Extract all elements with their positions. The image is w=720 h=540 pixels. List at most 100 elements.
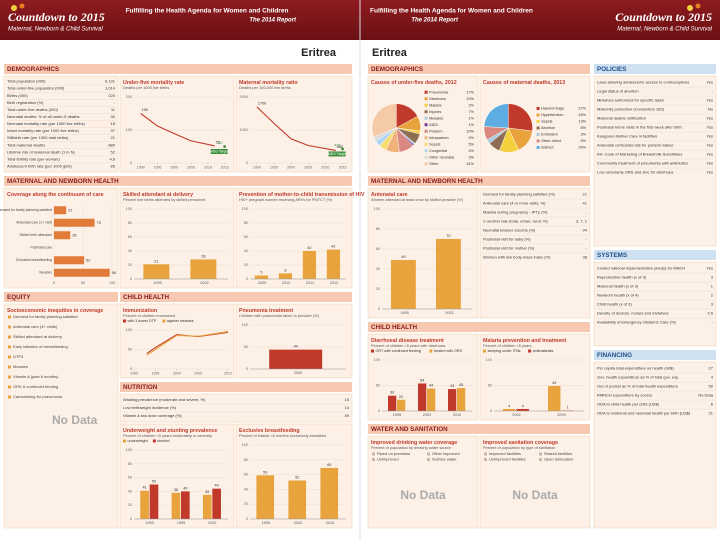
section-heading: NUTRITION	[123, 384, 158, 391]
bar	[436, 239, 461, 309]
bar-value-label: 42	[331, 245, 335, 249]
row-label: Total maternal deaths	[7, 142, 45, 147]
row-value: 6	[711, 402, 714, 407]
bar-value-label: 5	[260, 271, 262, 275]
bar-value-label: 43	[450, 384, 454, 388]
row-value: 14	[345, 405, 350, 410]
bar-value-label: 28	[201, 254, 205, 258]
y-tick-label: 100	[374, 358, 380, 362]
section-heading: EQUITY	[7, 294, 31, 301]
legend-label: Preterm	[429, 129, 443, 133]
legend-swatch	[424, 149, 428, 153]
x-tick-label: 2015	[221, 165, 229, 169]
item-label: Shared facilities	[544, 451, 572, 456]
y-tick-label: 100	[242, 207, 248, 211]
country-name: Eritrea	[301, 47, 337, 59]
y-tick-label: 80	[376, 227, 380, 231]
y-tick-label: 40	[244, 249, 248, 253]
row-value: -	[586, 237, 588, 242]
x-tick-label: 2010	[326, 521, 334, 525]
panel	[367, 435, 479, 529]
y-tick-label: 20	[244, 502, 248, 506]
y-tick-label: 0	[130, 277, 132, 281]
panel	[3, 303, 119, 529]
y-tick-label: 0	[246, 517, 248, 521]
bar	[320, 467, 339, 519]
y-tick-label: 50	[128, 348, 132, 352]
section-heading-bar	[4, 64, 352, 74]
section-heading-bar	[120, 382, 352, 392]
bar	[427, 388, 436, 411]
section-heading: CHILD HEALTH	[371, 324, 418, 331]
panel-subtitle: Percent of population by drinking water …	[371, 445, 451, 450]
row-label: Postnatal visit for mother (%)	[483, 246, 535, 251]
legend-swatch	[8, 385, 11, 389]
x-tick-label: 1995	[270, 165, 278, 169]
legend-swatch	[8, 365, 11, 369]
row-value: 220	[108, 93, 115, 98]
x-tick-label: 2012	[330, 281, 338, 285]
y-tick-label: 60	[244, 235, 248, 239]
x-tick-label: 2012	[224, 371, 232, 375]
bar	[397, 399, 406, 411]
panel-subtitle: Percent of population by type of sanitat…	[483, 445, 555, 450]
section-heading-bar	[594, 350, 716, 360]
bar-value-label: 21	[154, 259, 158, 263]
bar	[457, 388, 466, 411]
bar	[503, 408, 516, 411]
y-tick-label: 40	[128, 489, 132, 493]
x-tick-label: 2002	[208, 521, 216, 525]
bar	[54, 206, 67, 215]
x-tick-label: 2010	[204, 165, 212, 169]
bar-value-label: 30	[390, 391, 394, 395]
legend-label: Abortion	[541, 126, 555, 130]
y-tick-label: 60	[128, 476, 132, 480]
no-data-note: No Data	[400, 488, 446, 502]
legend-label: Diarrhoea	[429, 97, 447, 101]
row-value: 4.8	[109, 156, 115, 161]
item-label: Unimproved	[377, 457, 399, 462]
row-label: Out of pocket as % of total health expen…	[597, 384, 679, 389]
y-tick-label: 50	[376, 384, 380, 388]
row-label: Availability of Emergency Obstetric Care…	[597, 320, 677, 325]
x-tick-label: 2009	[557, 413, 565, 417]
x-tick-label: 1995	[400, 311, 408, 315]
item-label: Piped on premises	[377, 451, 410, 456]
panel-title: Malaria prevention and treatment	[483, 338, 567, 344]
y-tick-label: 80	[244, 221, 248, 225]
y-tick-label: 60	[128, 235, 132, 239]
item-label: DTP3	[13, 354, 24, 359]
x-tick-label: 2005	[194, 371, 202, 375]
bar-value-label: 22	[399, 395, 403, 399]
panel-subtitle: Percent of children <5 years with diarrh…	[371, 343, 446, 348]
x-tick-label: 1990	[130, 371, 138, 375]
legend-swatch	[536, 120, 540, 123]
point-value-label: 1700	[258, 101, 266, 105]
row-label: Antenatal corticosteroids for preterm la…	[597, 143, 674, 148]
item-label: Demand for family planning satisfied	[13, 314, 77, 319]
section-heading: SYSTEMS	[597, 252, 627, 259]
y-tick-label: 100	[126, 207, 132, 211]
target-box	[210, 149, 228, 154]
legend-value: 1%	[469, 116, 475, 120]
panel-title: Maternal mortality ratio	[239, 80, 298, 86]
bar-value-label: 69	[327, 463, 331, 467]
item-label: Other improved	[432, 451, 460, 456]
y-tick-label: 80	[244, 458, 248, 462]
row-label: Maternity protection (Convention 183)	[597, 107, 665, 112]
x-tick-label: 1995	[154, 165, 162, 169]
bar	[171, 492, 181, 519]
row-value: Yes	[706, 80, 713, 85]
legend-label: Measles	[429, 116, 443, 120]
legend-value: 4%	[469, 149, 475, 153]
y-tick-label: 60	[376, 247, 380, 251]
legend-value: 16%	[578, 113, 586, 117]
y-tick-label: Antenatal care (1+ visit)	[16, 221, 52, 225]
bar-value-label: 49	[552, 381, 556, 385]
row-value: -	[586, 210, 588, 215]
legend-swatch	[539, 458, 542, 461]
y-tick-label: 100	[126, 128, 132, 132]
legend-label: AIDS	[429, 123, 438, 127]
legend-swatch	[123, 319, 126, 323]
row-value: Yes	[706, 161, 713, 166]
